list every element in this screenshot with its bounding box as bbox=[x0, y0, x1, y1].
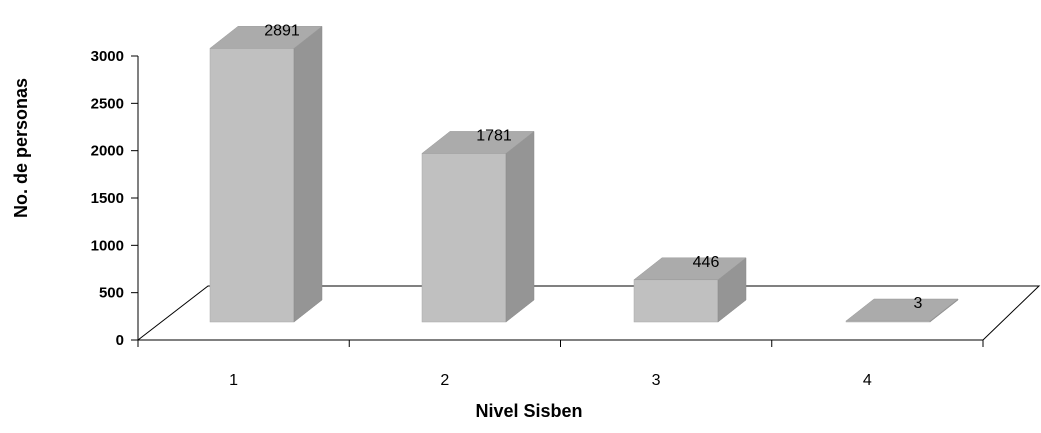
y-tick-label: 1500 bbox=[91, 190, 124, 207]
bar bbox=[845, 298, 959, 323]
bar-top-face bbox=[209, 26, 323, 49]
y-tick-label: 1000 bbox=[91, 237, 124, 254]
bar-top-face bbox=[845, 298, 959, 322]
bar-top-face bbox=[421, 131, 535, 154]
bar bbox=[421, 130, 535, 323]
y-axis: 0 500 1000 1500 2000 2500 3000 bbox=[91, 48, 139, 349]
y-axis-title: No. de personas bbox=[11, 78, 31, 218]
y-tick-label: 2000 bbox=[91, 143, 124, 160]
x-tick-label: 2 bbox=[440, 372, 449, 389]
data-label: 3 bbox=[914, 295, 923, 312]
data-label: 2891 bbox=[264, 22, 300, 39]
bar-side-face bbox=[505, 130, 535, 323]
bar-side-face bbox=[293, 25, 323, 323]
x-axis-title: Nivel Sisben bbox=[475, 401, 582, 421]
y-tick-label: 3000 bbox=[91, 48, 124, 65]
bar-front-face bbox=[209, 48, 295, 323]
bar-top-face bbox=[633, 257, 747, 281]
x-tick-label: 1 bbox=[229, 372, 238, 389]
x-axis: 1 2 3 4 bbox=[137, 339, 984, 389]
y-tick-label: 2500 bbox=[91, 95, 124, 112]
floor-outline bbox=[137, 285, 1041, 341]
y-tick-label: 500 bbox=[99, 285, 124, 302]
y-tick-label: 0 bbox=[116, 332, 124, 349]
data-label: 446 bbox=[693, 254, 720, 271]
x-tick-label: 3 bbox=[652, 372, 661, 389]
bar-front-face bbox=[421, 153, 507, 323]
bar bbox=[209, 25, 323, 323]
chart-floor bbox=[137, 285, 1041, 341]
x-tick-label: 4 bbox=[863, 372, 872, 389]
data-labels: 2891 1781 446 3 bbox=[264, 22, 922, 312]
bar bbox=[633, 257, 747, 323]
bars bbox=[209, 25, 959, 323]
data-label: 1781 bbox=[476, 127, 512, 144]
bar-front-face bbox=[633, 279, 719, 323]
